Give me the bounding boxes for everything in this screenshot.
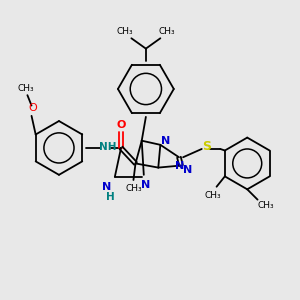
Text: N: N: [141, 180, 151, 190]
Text: CH₃: CH₃: [117, 26, 134, 35]
Text: CH₃: CH₃: [204, 190, 221, 200]
Text: NH: NH: [99, 142, 116, 152]
Text: CH₃: CH₃: [125, 184, 142, 193]
Text: CH₃: CH₃: [17, 85, 34, 94]
Text: N: N: [183, 165, 192, 175]
Text: O: O: [116, 120, 126, 130]
Text: N: N: [161, 136, 170, 146]
Text: N: N: [102, 182, 111, 192]
Text: O: O: [28, 103, 37, 112]
Text: CH₃: CH₃: [257, 201, 274, 210]
Text: S: S: [202, 140, 211, 153]
Text: H: H: [106, 192, 115, 202]
Text: N: N: [176, 160, 184, 170]
Text: CH₃: CH₃: [158, 26, 175, 35]
